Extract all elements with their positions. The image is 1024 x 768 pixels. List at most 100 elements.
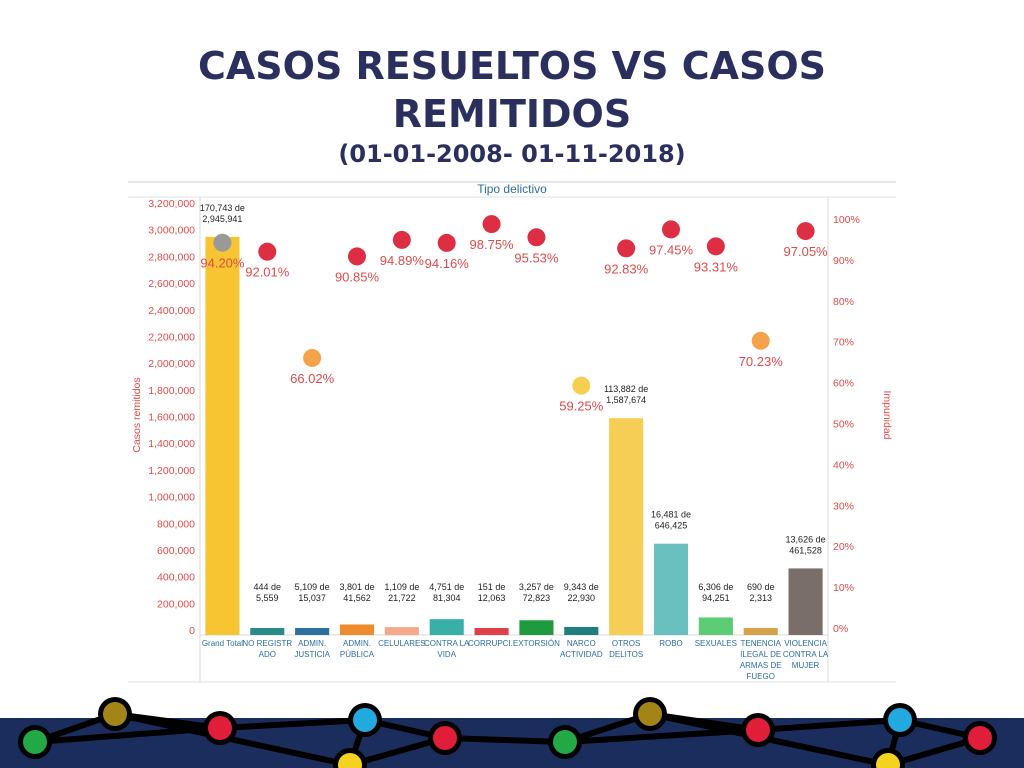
impunity-dot [258,242,277,261]
bar-14 [788,568,823,635]
y2-axis-title: Impunidad [881,390,893,439]
chart-title: Tipo delictivo [477,182,547,196]
y-tick-label: 600,000 [157,545,195,557]
category-label: OTROS DELITOS [609,639,643,659]
network-node [638,702,662,726]
bar-7 [474,628,509,635]
category-label: SEXUALES [695,639,737,648]
bar-label: 113,882 de 1,587,674 [604,384,648,405]
y-tick-label: 2,200,000 [148,331,195,343]
bar-label-line: 151 de [478,582,506,592]
impunity-label: 66.02% [290,371,335,386]
bar-12 [698,617,733,635]
category-label-line: NARCO [567,639,596,648]
network-node [746,718,770,742]
bar-label-line: 444 de [254,582,282,592]
category-label: CORRUPCI.. [468,639,515,648]
bar-label-line: 4,751 de [429,582,464,592]
bar-label: 1,109 de 21,722 [384,582,419,603]
bar-label: 3,257 de 72,823 [519,582,554,603]
y2-tick-label: 50% [833,419,854,431]
category-label-line: NO REGISTR [242,639,292,648]
bar-1 [205,236,240,635]
impunity-label: 59.25% [559,399,604,414]
impunity-dot [706,237,725,256]
bar-8 [519,620,554,635]
impunity-dot [527,228,546,247]
impunity-label: 92.01% [245,265,290,280]
page-title: CASOS RESUELTOS VS CASOS [197,44,827,88]
category-label: ADMIN. PÚBLICA [340,639,375,659]
category-label: ROBO [659,639,683,648]
category-label-line: OTROS [612,639,640,648]
bar-label-line: 1,587,674 [606,395,646,405]
category-label-line: DELITOS [609,650,643,659]
y-tick-label: 1,200,000 [148,465,195,477]
bar-label: 151 de 12,063 [478,582,506,603]
impunity-chart: Tipo delictivo 0 200,000 400,000 600,000 800,… [128,181,896,683]
y-tick-label: 800,000 [157,518,195,530]
impunity-label: 98.75% [470,237,515,252]
category-label-line: CONTRA LA [424,639,470,648]
y-tick-label: 2,400,000 [148,305,195,317]
y2-tick-label: 30% [833,500,854,512]
bar-label-line: 5,559 [256,593,279,603]
category-label-line: MUJER [792,661,820,670]
y-tick-label: 2,000,000 [148,358,195,370]
network-edge [442,735,568,745]
network-node [23,730,47,754]
y-axis-title: Casos remitidos [131,377,143,452]
y2-tick-label: 90% [833,255,854,267]
bar-3 [295,627,330,635]
y2-tick-label: 20% [833,541,854,553]
footer-network-band [0,697,1024,768]
bar-label: 9,343 de 22,930 [564,582,599,603]
y-tick-label: 1,400,000 [148,438,195,450]
bar-label-line: 9,343 de [564,582,599,592]
y-tick-label: 3,000,000 [148,225,195,237]
bar-label: 444 de 5,559 [254,582,282,603]
impunity-label: 94.20% [200,256,245,271]
category-label-line: JUSTICIA [294,650,330,659]
impunity-dot [213,233,232,252]
bar-label-line: 12,063 [478,593,506,603]
bar-label: 16,481 de 646,425 [651,510,691,531]
bar-11 [653,543,689,635]
impunity-label: 95.53% [514,250,559,265]
network-node [888,708,912,732]
category-label-line: ILEGAL DE [740,650,781,659]
bar-label: 13,626 de 461,528 [786,534,826,555]
bar-13 [743,628,778,635]
category-label-line: VIOLENCIA [784,639,827,648]
impunity-label: 93.31% [694,259,739,274]
bar-label-line: 1,109 de [384,582,419,592]
bar-label-line: 461,528 [789,545,822,555]
bar-label-line: 690 de [747,582,775,592]
category-label-line: ACTIVIDAD [560,650,603,659]
category-label-line: FUEGO [746,672,774,681]
y2-tick-label: 0% [833,623,848,635]
category-label-line: CORRUPCI.. [468,639,515,648]
category-label-line: VIDA [437,650,456,659]
bar-6 [429,619,464,635]
network-edge [755,717,903,733]
y-tick-label: 1,600,000 [148,412,195,424]
category-label: ADMIN. JUSTICIA [294,639,330,659]
impunity-dot [796,222,815,241]
y-tick-label: 2,600,000 [148,278,195,290]
bar-label-line: 3,801 de [339,582,374,592]
y-tick-label: 400,000 [157,572,195,584]
y-tick-label: 1,800,000 [148,385,195,397]
bar-label: 5,109 de 15,037 [295,582,330,603]
page-subtitle: (01-01-2008- 01-11-2018) [338,140,686,168]
category-label: CONTRA LA VIDA [424,639,470,659]
y2-tick-label: 10% [833,582,854,594]
bar-label: 4,751 de 81,304 [429,582,464,603]
impunity-label: 94.16% [425,256,470,271]
category-label-line: PÚBLICA [340,650,375,659]
bar-label-line: 94,251 [702,593,730,603]
network-node [553,730,577,754]
bar-label-line: 81,304 [433,593,461,603]
bar-label: 690 de 2,313 [747,582,775,603]
y2-tick-label: 40% [833,459,854,471]
